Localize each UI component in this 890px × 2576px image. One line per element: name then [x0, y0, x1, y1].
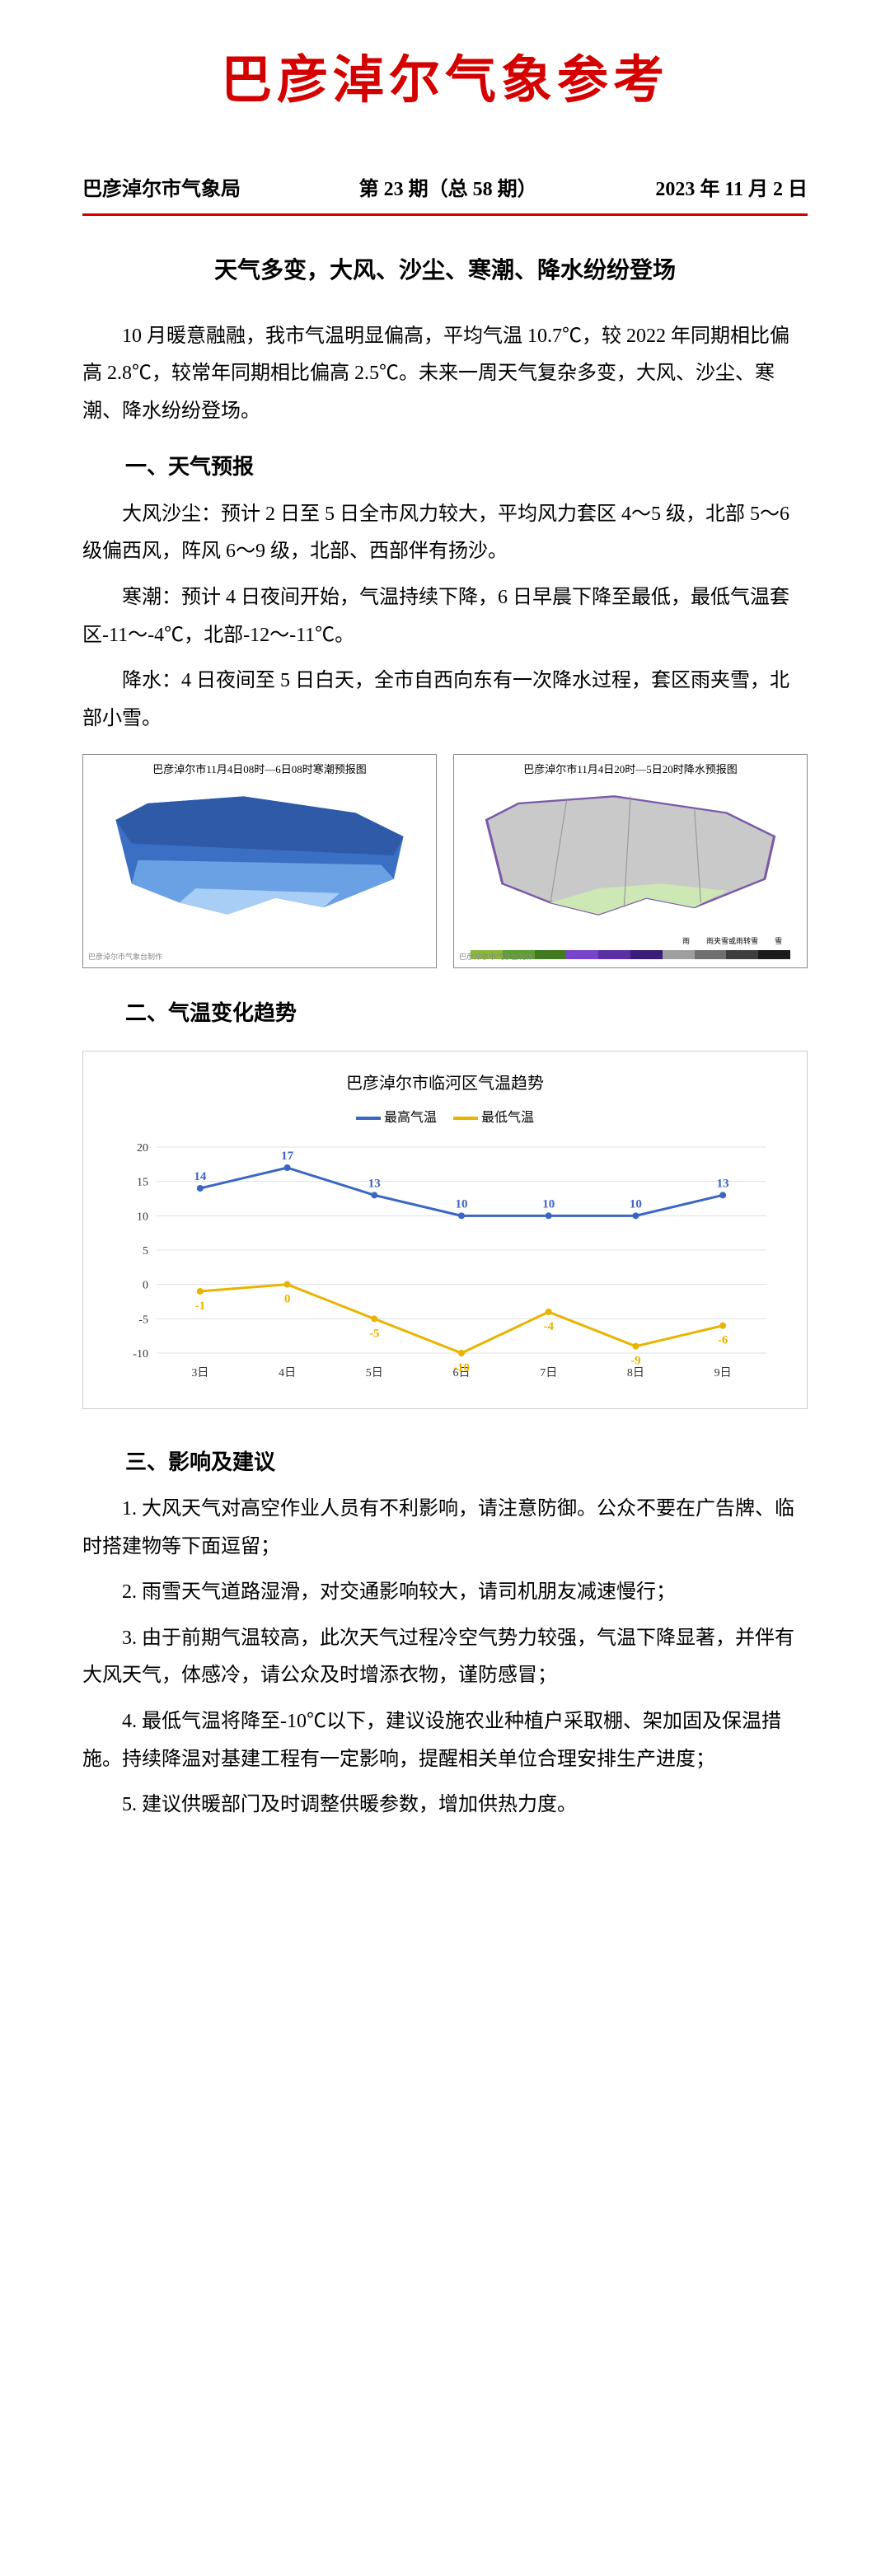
maps-row: 巴彦淖尔市11月4日08时—6日08时寒潮预报图 巴彦淖尔市气象台制作 巴彦淖尔… [82, 754, 808, 968]
svg-text:14: 14 [194, 1170, 207, 1183]
intro: 10 月暖意融融，我市气温明显偏高，平均气温 10.7℃，较 2022 年同期相… [82, 318, 808, 431]
map-left-footer: 巴彦淖尔市气象台制作 [88, 950, 162, 964]
svg-text:-9: -9 [630, 1355, 641, 1368]
sec1-p1: 大风沙尘：预计 2 日至 5 日全市风力较大，平均风力套区 4～5 级，北部 5… [82, 496, 808, 571]
svg-text:10: 10 [630, 1197, 642, 1211]
svg-text:-4: -4 [543, 1320, 554, 1333]
svg-text:9日: 9日 [714, 1367, 732, 1379]
date: 2023 年 11 月 2 日 [655, 171, 808, 209]
svg-text:7日: 7日 [540, 1367, 557, 1379]
svg-text:-6: -6 [718, 1334, 728, 1347]
page-title: 巴彦淖尔气象参考 [82, 33, 808, 130]
svg-text:15: 15 [137, 1177, 148, 1189]
advice-list: 1. 大风天气对高空作业人员有不利影响，请注意防御。公众不要在广告牌、临时搭建物… [82, 1491, 808, 1824]
svg-text:0: 0 [284, 1293, 291, 1306]
sec2-heading: 二、气温变化趋势 [82, 993, 808, 1033]
svg-text:17: 17 [281, 1150, 294, 1163]
sec3-heading: 三、影响及建议 [82, 1442, 808, 1482]
advice-item: 3. 由于前期气温较高，此次天气过程冷空气势力较强，气温下降显著，并伴有大风天气… [82, 1620, 808, 1695]
map-left-shape [100, 785, 419, 926]
issue: 第 23 期（总 58 期） [359, 171, 537, 209]
meta-row: 巴彦淖尔市气象局 第 23 期（总 58 期） 2023 年 11 月 2 日 [82, 171, 808, 217]
advice-item: 2. 雨雪天气道路湿滑，对交通影响较大，请司机朋友减速慢行； [82, 1574, 808, 1612]
map-cold-wave: 巴彦淖尔市11月4日08时—6日08时寒潮预报图 巴彦淖尔市气象台制作 [82, 754, 437, 968]
svg-text:-5: -5 [138, 1314, 148, 1326]
temp-chart: 巴彦淖尔市临河区气温趋势 最高气温 最低气温 -10-5051015203日4日… [82, 1051, 808, 1409]
svg-text:0: 0 [143, 1280, 148, 1292]
advice-item: 4. 最低气温将降至-10℃以下，建议设施农业种植户采取棚、架加固及保温措施。持… [82, 1703, 808, 1778]
svg-text:10: 10 [542, 1197, 555, 1211]
svg-text:10: 10 [137, 1211, 148, 1223]
svg-text:13: 13 [368, 1177, 381, 1190]
sec1-p2: 寒潮：预计 4 日夜间开始，气温持续下降，6 日早晨下降至最低，最低气温套区-1… [82, 579, 808, 654]
map-right-shape [471, 785, 790, 926]
map-left-title: 巴彦淖尔市11月4日08时—6日08时寒潮预报图 [83, 755, 436, 785]
sec1-p3: 降水：4 日夜间至 5 日白天，全市自西向东有一次降水过程，套区雨夹雪，北部小雪… [82, 663, 808, 738]
map-precipitation: 巴彦淖尔市11月4日20时—5日20时降水预报图 雨雨夹雪或雨转雪雪 巴彦淖尔市… [453, 754, 808, 968]
headline: 天气多变，大风、沙尘、寒潮、降水纷纷登场 [82, 249, 808, 293]
chart-legend: 最高气温 最低气温 [91, 1106, 799, 1131]
svg-text:3日: 3日 [191, 1367, 208, 1379]
advice-item: 1. 大风天气对高空作业人员有不利影响，请注意防御。公众不要在广告牌、临时搭建物… [82, 1491, 808, 1566]
svg-text:13: 13 [717, 1177, 729, 1190]
legend-high: 最高气温 [384, 1111, 437, 1125]
svg-text:5: 5 [143, 1245, 148, 1258]
svg-text:-10: -10 [453, 1361, 470, 1375]
svg-text:5日: 5日 [366, 1367, 383, 1379]
map-right-title: 巴彦淖尔市11月4日20时—5日20时降水预报图 [454, 755, 807, 785]
svg-text:8日: 8日 [627, 1367, 644, 1379]
svg-text:10: 10 [456, 1197, 468, 1211]
chart-title: 巴彦淖尔市临河区气温趋势 [91, 1068, 799, 1099]
advice-item: 5. 建议供暖部门及时调整供暖参数，增加供热力度。 [82, 1787, 808, 1824]
chart-svg: -10-5051015203日4日5日6日7日8日9日1417131010101… [91, 1139, 799, 1386]
svg-text:20: 20 [137, 1142, 148, 1155]
dept: 巴彦淖尔市气象局 [82, 171, 241, 209]
svg-text:4日: 4日 [279, 1367, 296, 1379]
legend-low: 最低气温 [481, 1111, 534, 1125]
sec1-heading: 一、天气预报 [82, 447, 808, 487]
svg-text:-1: -1 [195, 1300, 206, 1313]
map-right-footer: 巴彦淖尔市气象台制作 [459, 950, 533, 964]
svg-text:-5: -5 [369, 1327, 380, 1340]
svg-text:-10: -10 [133, 1348, 148, 1361]
